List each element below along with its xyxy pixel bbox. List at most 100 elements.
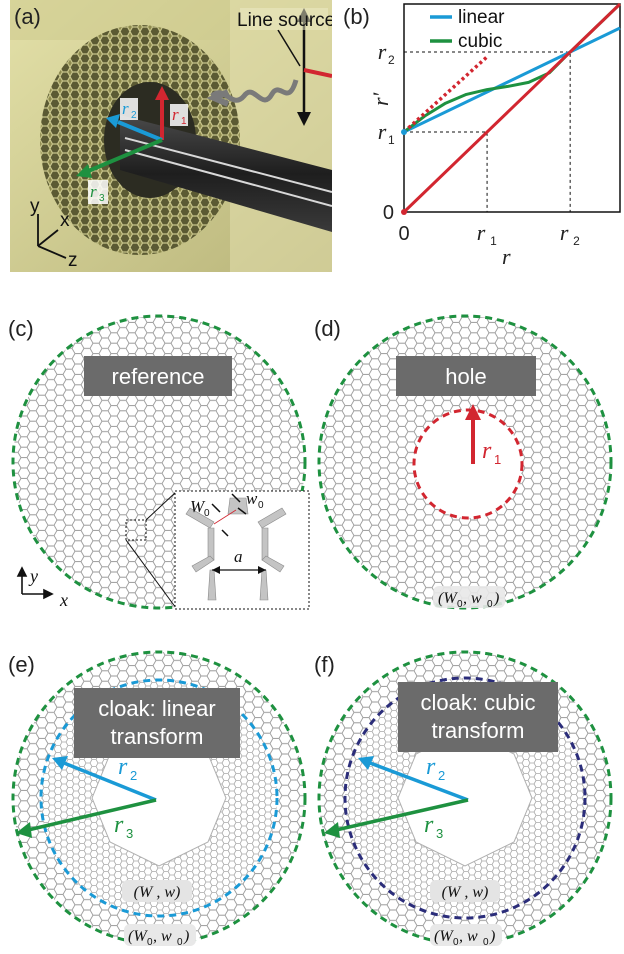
svg-text:z: z — [68, 250, 78, 271]
x-axis-label: r — [502, 244, 511, 269]
cloak-label-box — [74, 688, 240, 758]
source-label: Line source — [237, 10, 335, 31]
r2-arrow — [369, 761, 469, 802]
hole-label-box — [396, 356, 536, 396]
panel-b-tag: (b) — [343, 4, 370, 29]
y-tick-label-subscript: 1 — [388, 133, 395, 147]
panel-c-tag: (c) — [8, 316, 34, 341]
svg-text:r: r — [118, 754, 128, 780]
series-line-cubic — [403, 2, 622, 134]
cloak-boundary — [343, 676, 587, 920]
svg-text:): ) — [183, 928, 189, 945]
guide-r2 — [404, 51, 571, 212]
inner-param-label: (W , w) — [442, 884, 489, 901]
x-tick-label: r — [560, 220, 569, 245]
svg-text:W: W — [190, 497, 206, 516]
svg-text:r: r — [426, 754, 436, 780]
svg-text:2: 2 — [131, 110, 137, 121]
panel-e-tag: (e) — [8, 652, 35, 677]
series-line-curve-2 — [402, 2, 622, 214]
axes-xy — [16, 566, 54, 600]
series-line-curve-3 — [402, 55, 489, 134]
r1-label: r — [482, 438, 492, 464]
svg-text:3: 3 — [99, 193, 105, 204]
y-tick-label: r — [378, 119, 387, 144]
hole — [414, 410, 522, 518]
svg-text:0: 0 — [177, 937, 183, 948]
svg-text:a: a — [234, 547, 243, 566]
outer-param-label: (W 0 , w 0 ) — [434, 928, 495, 948]
svg-text:0: 0 — [453, 937, 459, 948]
panel-c: (c) reference a W — [8, 314, 310, 610]
outer-param-label: (W 0 , w 0 ) — [128, 928, 189, 948]
svg-text:, w: , w — [463, 590, 482, 607]
cloak-label-line2: transform — [111, 724, 204, 749]
panel-d: (d) r 1 hole (W 0 , w 0 ) — [314, 314, 613, 610]
svg-text:r: r — [424, 812, 434, 838]
reference-label: reference — [112, 364, 205, 389]
panel-a-tag: (a) — [14, 4, 41, 29]
svg-text:3: 3 — [126, 826, 133, 841]
svg-text:r: r — [90, 182, 97, 201]
unit-cell-inset: a W 0 w 0 — [174, 489, 310, 610]
x-tick-label-subscript: 2 — [573, 234, 580, 248]
svg-text:w: w — [246, 489, 258, 508]
series-line-linear — [403, 26, 621, 134]
cloak-boundary — [39, 678, 279, 918]
x-tick-label: r — [477, 220, 486, 245]
panel-a: Line source r 1 r 2 r 3 y x — [10, 0, 335, 272]
legend-label-linear: linear — [458, 7, 505, 28]
svg-text:, w: , w — [459, 928, 478, 945]
svg-text:1: 1 — [181, 116, 187, 127]
svg-text:x: x — [60, 210, 70, 231]
svg-text:(W: (W — [128, 928, 148, 945]
svg-text:0: 0 — [204, 508, 210, 519]
svg-text:0: 0 — [483, 937, 489, 948]
param-label: (W 0 , w 0 ) — [438, 590, 499, 610]
wave — [210, 79, 299, 103]
beam — [120, 115, 332, 232]
r3-arrow — [335, 798, 469, 832]
svg-text:): ) — [489, 928, 495, 945]
panel-f: (f) cloak: cubic transform r 2 r 3 (W , … — [314, 650, 613, 948]
hole-label: hole — [445, 364, 487, 389]
cloak-label-line2: transform — [432, 718, 525, 743]
svg-text:1: 1 — [494, 452, 501, 467]
reference-label-box — [84, 356, 232, 396]
svg-text:(W: (W — [438, 590, 458, 607]
origin-point — [401, 209, 407, 215]
y-axis-label: r' — [368, 92, 393, 106]
svg-text:3: 3 — [436, 826, 443, 841]
svg-text:(W: (W — [434, 928, 454, 945]
legend-label-cubic: cubic — [458, 31, 502, 52]
cloak-label-line1: cloak: linear — [98, 696, 215, 721]
r3-arrow — [27, 798, 157, 832]
svg-text:r: r — [122, 99, 129, 118]
svg-text:, w: , w — [153, 928, 172, 945]
svg-text:y: y — [28, 566, 38, 586]
svg-text:r: r — [114, 812, 124, 838]
line-source — [303, 68, 332, 78]
cloak-label-box — [398, 682, 558, 752]
svg-text:2: 2 — [130, 768, 137, 783]
x-tick-label-subscript: 1 — [490, 234, 497, 248]
y-tick-label: r — [378, 39, 387, 64]
panel-d-tag: (d) — [314, 316, 341, 341]
axes-triad — [37, 214, 67, 259]
r2-arrow — [63, 761, 157, 802]
cloak-label-line1: cloak: cubic — [421, 690, 536, 715]
outer-boundary — [11, 314, 307, 610]
svg-text:0: 0 — [487, 599, 493, 610]
panel-e: (e) cloak: linear transform r 2 r 3 (W ,… — [8, 650, 307, 948]
panel-f-tag: (f) — [314, 652, 335, 677]
plot-frame — [403, 3, 621, 213]
y-tick-label: 0 — [383, 202, 394, 224]
r1-intercept-point — [401, 129, 407, 135]
svg-text:2: 2 — [438, 768, 445, 783]
y-tick-label-subscript: 2 — [388, 53, 395, 67]
svg-text:r: r — [172, 105, 179, 124]
svg-text:): ) — [493, 590, 499, 607]
